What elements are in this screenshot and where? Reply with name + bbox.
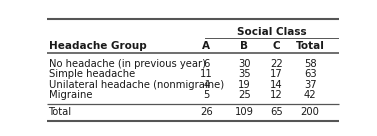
Text: 26: 26 (200, 107, 213, 117)
Text: 6: 6 (203, 59, 210, 69)
Text: 11: 11 (200, 69, 213, 79)
Text: 58: 58 (304, 59, 316, 69)
Text: 37: 37 (304, 80, 316, 90)
Text: C: C (273, 41, 280, 51)
Text: 35: 35 (238, 69, 251, 79)
Text: Simple headache: Simple headache (49, 69, 135, 79)
Text: Total: Total (296, 41, 325, 51)
Text: 14: 14 (270, 80, 283, 90)
Text: 12: 12 (270, 90, 283, 100)
Text: 4: 4 (203, 80, 210, 90)
Text: 200: 200 (300, 107, 320, 117)
Text: Social Class: Social Class (236, 27, 306, 36)
Text: Headache Group: Headache Group (49, 41, 146, 51)
Text: 25: 25 (238, 90, 251, 100)
Text: 109: 109 (235, 107, 254, 117)
Text: 19: 19 (238, 80, 251, 90)
Text: 30: 30 (238, 59, 251, 69)
Text: 17: 17 (270, 69, 283, 79)
Text: 65: 65 (270, 107, 283, 117)
Text: No headache (in previous year): No headache (in previous year) (49, 59, 205, 69)
Text: 63: 63 (304, 69, 316, 79)
Text: A: A (202, 41, 210, 51)
Text: Total: Total (49, 107, 72, 117)
Text: B: B (241, 41, 248, 51)
Text: 5: 5 (203, 90, 210, 100)
Text: Migraine: Migraine (49, 90, 92, 100)
Text: Unilateral headache (nonmigraine): Unilateral headache (nonmigraine) (49, 80, 224, 90)
Text: 22: 22 (270, 59, 283, 69)
Text: 42: 42 (304, 90, 316, 100)
